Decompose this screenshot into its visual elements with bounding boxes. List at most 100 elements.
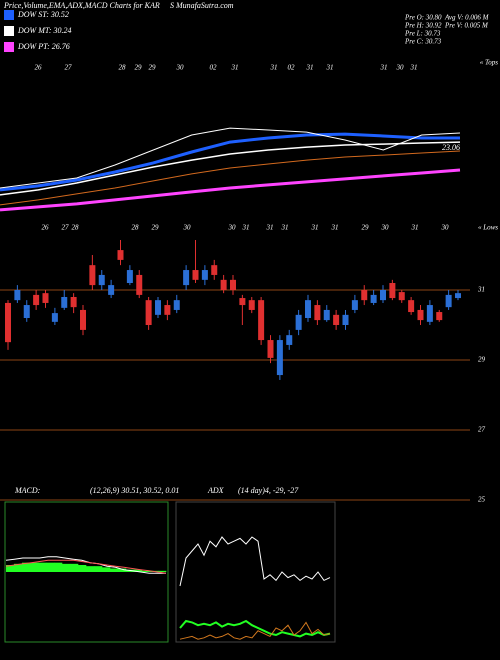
candle-body xyxy=(117,250,124,260)
histogram-bar xyxy=(70,563,79,572)
date-label: 26 xyxy=(42,224,50,232)
date-label: 31 xyxy=(281,224,289,232)
candle-body xyxy=(370,294,377,303)
candle-body xyxy=(145,300,152,325)
candle-body xyxy=(230,279,236,290)
candle-body xyxy=(239,298,246,306)
y-tick-label: 27 xyxy=(478,426,486,434)
date-label: 29 xyxy=(149,64,157,72)
series-line xyxy=(179,619,331,638)
histogram-bar xyxy=(94,566,103,572)
candle-body xyxy=(342,314,349,325)
candle-body xyxy=(333,314,340,325)
date-label: 31 xyxy=(326,64,334,72)
histogram-bar xyxy=(134,569,143,572)
candle-body xyxy=(23,305,30,318)
date-label: 30 xyxy=(381,224,390,232)
stat-label: Pre C: 30.73 xyxy=(404,38,442,46)
candle-body xyxy=(305,300,311,318)
series-line xyxy=(0,168,461,212)
stat-label: Pre V: 0.005 M xyxy=(444,22,489,30)
date-label: 29 xyxy=(135,64,143,72)
candle-body xyxy=(417,309,424,321)
bottom-marker: « Lows xyxy=(478,224,498,232)
series-line xyxy=(179,536,331,587)
date-label: 30 xyxy=(228,224,237,232)
histogram-bar xyxy=(158,570,167,572)
candle-body xyxy=(276,340,283,376)
legend-label: DOW ST: 30.52 xyxy=(17,10,69,19)
histogram-bar xyxy=(6,565,15,572)
histogram-bar xyxy=(62,563,71,572)
date-label: 31 xyxy=(411,224,419,232)
series-line xyxy=(0,132,460,192)
histogram-bar xyxy=(46,562,55,572)
stat-label: Pre O: 30.80 xyxy=(404,14,442,22)
panel-title: MACD: xyxy=(14,486,41,495)
candle-body xyxy=(258,300,265,341)
date-label: 28 xyxy=(72,224,80,232)
date-label: 02 xyxy=(210,64,218,72)
candle-body xyxy=(267,340,274,358)
date-label: 30 xyxy=(176,64,185,72)
date-label: 31 xyxy=(380,64,388,72)
date-label: 29 xyxy=(152,224,160,232)
date-label: 28 xyxy=(119,64,127,72)
candle-body xyxy=(164,305,171,315)
histogram-bar xyxy=(38,562,47,572)
page-title: Price,Volume,EMA,ADX,MACD Charts for KAR xyxy=(3,1,160,10)
date-label: 31 xyxy=(270,64,278,72)
candle-body xyxy=(361,290,368,301)
series-line xyxy=(0,141,461,196)
stat-label: Pre H: 30.92 xyxy=(404,22,442,30)
date-label: 31 xyxy=(331,224,339,232)
histogram-bar xyxy=(22,562,31,572)
date-label: 31 xyxy=(311,224,319,232)
date-label: 27 xyxy=(65,64,73,72)
date-label: 30 xyxy=(441,224,450,232)
histogram-bar xyxy=(86,566,95,572)
y-tick-label: 31 xyxy=(477,286,485,294)
date-label: 26 xyxy=(35,64,43,72)
candle-body xyxy=(380,290,386,301)
date-label: 28 xyxy=(132,224,140,232)
date-label: 02 xyxy=(288,64,296,72)
date-label: 31 xyxy=(242,224,250,232)
candle-body xyxy=(136,274,143,295)
y-tick-label: 29 xyxy=(478,356,486,364)
date-label: 30 xyxy=(183,224,192,232)
date-label: 31 xyxy=(231,64,239,72)
candle-body xyxy=(455,293,461,299)
candle-body xyxy=(192,270,199,280)
annotation: 23.06 xyxy=(442,143,460,152)
candle-body xyxy=(445,294,452,308)
date-label: 31 xyxy=(266,224,274,232)
candle-body xyxy=(14,290,21,301)
histogram-bar xyxy=(110,568,119,572)
top-marker: « Tops xyxy=(480,59,499,67)
candle-body xyxy=(408,300,415,313)
candle-body xyxy=(126,270,133,283)
legend-label: DOW MT: 30.24 xyxy=(17,26,72,35)
legend-swatch xyxy=(4,10,14,20)
series-line xyxy=(0,127,461,189)
legend-label: DOW PT: 26.76 xyxy=(17,42,70,51)
candle-body xyxy=(436,312,443,321)
candle-body xyxy=(201,270,208,280)
candle-body xyxy=(98,274,105,286)
candle-body xyxy=(351,300,358,310)
candle-body xyxy=(108,285,115,295)
candle-body xyxy=(248,300,255,310)
series-line xyxy=(5,556,166,574)
y-tick-label: 25 xyxy=(478,496,486,504)
histogram-bar xyxy=(14,563,23,572)
candle-body xyxy=(89,265,96,286)
candle-body xyxy=(61,297,68,308)
candle-body xyxy=(295,314,302,330)
stat-label: Avg V: 0.006 M xyxy=(444,14,490,22)
histogram-bar xyxy=(78,565,87,572)
series-line xyxy=(179,621,331,640)
panel-title: ADX xyxy=(207,486,225,495)
panel-subtitle: (12,26,9) 30.51, 30.52, 0.01 xyxy=(90,486,179,495)
candle-body xyxy=(211,265,218,275)
